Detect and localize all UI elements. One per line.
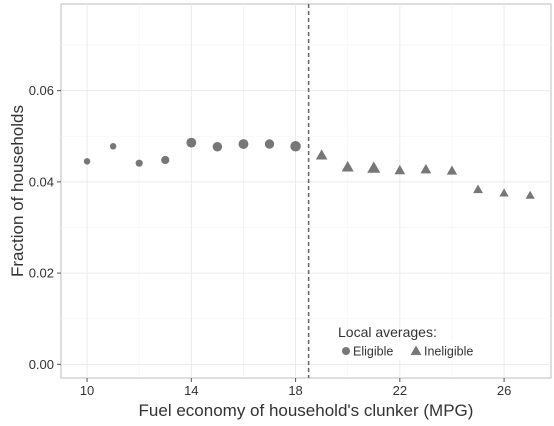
eligible-point bbox=[238, 139, 249, 149]
ineligible-point bbox=[367, 161, 381, 173]
y-tick-label: 0.02 bbox=[29, 266, 54, 281]
legend-eligible-key bbox=[342, 347, 350, 355]
x-tick-label: 10 bbox=[80, 383, 94, 398]
y-tick-label: 0.06 bbox=[29, 83, 54, 98]
x-tick-label: 18 bbox=[288, 383, 302, 398]
ineligible-point bbox=[394, 164, 406, 175]
legend-background bbox=[338, 342, 484, 360]
eligible-point bbox=[161, 155, 170, 165]
eligible-point bbox=[135, 159, 143, 167]
minor-gridlines bbox=[61, 4, 551, 378]
legend-ineligible-label: Ineligible bbox=[424, 345, 473, 359]
data-points bbox=[83, 137, 535, 199]
ineligible-point bbox=[525, 190, 535, 199]
x-axis-ticks: 10 14 18 22 26 bbox=[80, 378, 511, 398]
legend-eligible-label: Eligible bbox=[353, 345, 393, 359]
legend-ineligible-key bbox=[410, 345, 422, 355]
eligible-point bbox=[290, 141, 301, 152]
ineligible-point bbox=[446, 165, 458, 175]
y-axis-label: Fraction of households bbox=[8, 105, 27, 277]
y-tick-label: 0.04 bbox=[29, 174, 54, 189]
x-tick-label: 14 bbox=[184, 383, 198, 398]
major-gridlines bbox=[61, 4, 551, 378]
ineligible-point bbox=[315, 149, 328, 160]
y-tick-label: 0.00 bbox=[29, 357, 54, 372]
eligible-point bbox=[186, 137, 197, 148]
eligible-point bbox=[264, 139, 275, 149]
eligible-point bbox=[212, 142, 223, 152]
legend-entries: Eligible Ineligible bbox=[338, 342, 484, 360]
legend: Local averages: Eligible Ineligible bbox=[338, 324, 484, 360]
ineligible-point bbox=[420, 163, 432, 174]
legend-title: Local averages: bbox=[338, 324, 437, 340]
x-tick-label: 22 bbox=[393, 383, 407, 398]
ineligible-point bbox=[341, 160, 354, 172]
ineligible-point bbox=[473, 184, 483, 194]
ineligible-point bbox=[499, 188, 509, 197]
x-tick-label: 26 bbox=[497, 383, 511, 398]
plot-panel bbox=[60, 3, 552, 379]
eligible-point bbox=[109, 143, 117, 150]
eligible-point bbox=[83, 158, 91, 165]
x-axis-label: Fuel economy of household's clunker (MPG… bbox=[139, 401, 474, 420]
y-axis-ticks: 0.00 0.02 0.04 0.06 bbox=[29, 83, 61, 372]
